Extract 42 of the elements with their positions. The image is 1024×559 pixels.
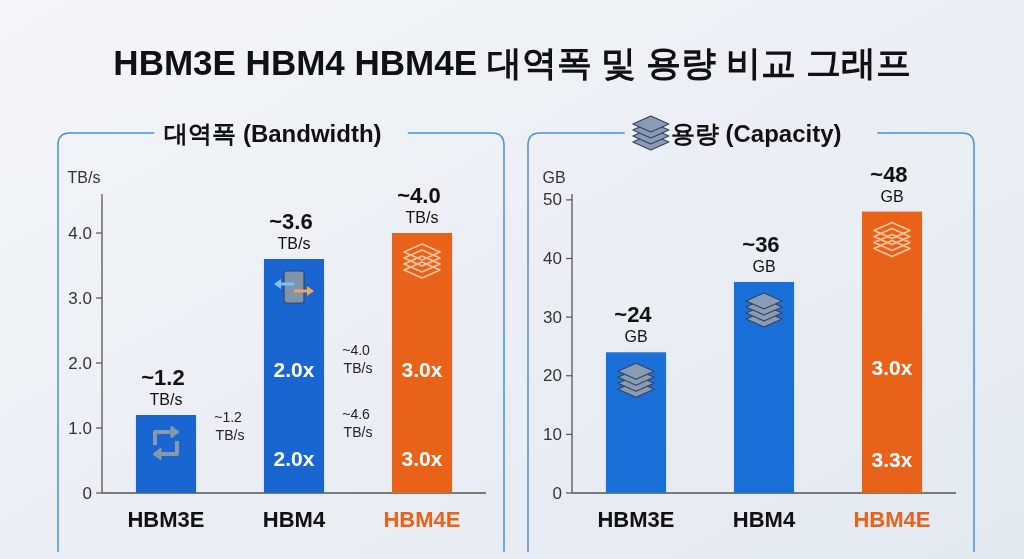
bar <box>733 281 795 493</box>
annotation: 2.0x <box>273 357 315 381</box>
data-label: ~3.6 TB/s <box>269 209 319 252</box>
bar <box>135 415 197 493</box>
y-tick-label: 1.0 <box>68 418 92 438</box>
data-label: ~24 GB <box>614 302 658 346</box>
data-label: ~36 GB <box>742 231 786 275</box>
annotation: 3.0x <box>401 446 443 470</box>
x-tick-label: HBM4E <box>853 507 931 532</box>
x-tick-label: HBM4E <box>383 507 461 532</box>
chart-subtitle: 대역폭 (Bandwidth) <box>164 119 382 147</box>
y-tick-label: 50 <box>543 190 562 210</box>
y-tick-label: 40 <box>543 248 562 268</box>
bar <box>391 233 453 493</box>
x-tick-label: HBM4 <box>732 507 796 532</box>
chart-title: HBM3E HBM4 HBM4E 대역폭 및 용량 비교 그래프 <box>113 43 911 82</box>
data-label: ~4.0 TB/s <box>397 183 447 226</box>
bar <box>861 211 923 493</box>
annotation: 3.3x <box>871 447 913 471</box>
y-axis-title: TB/s <box>67 168 101 186</box>
y-axis-title: GB <box>542 168 566 186</box>
annotation: 2.0x <box>273 446 315 470</box>
y-tick-label: 4.0 <box>68 223 92 243</box>
y-tick-label: 3.0 <box>68 288 92 308</box>
annotation: ~1.2 TB/s <box>214 409 246 443</box>
y-tick-label: 2.0 <box>68 353 92 373</box>
data-label: ~1.2 TB/s <box>141 365 191 408</box>
annotation: 3.0x <box>401 357 443 381</box>
chart-subtitle: 용량 (Capacity) <box>670 119 842 147</box>
y-tick-label: 30 <box>543 307 562 327</box>
y-tick-label: 0 <box>552 483 562 503</box>
annotation: ~4.0 TB/s <box>342 342 374 376</box>
annotation: 3.0x <box>871 355 913 379</box>
x-tick-label: HBM3E <box>127 507 205 532</box>
y-tick-label: 20 <box>543 366 562 386</box>
y-tick-label: 0 <box>82 483 92 503</box>
x-tick-label: HBM4 <box>262 507 326 532</box>
y-tick-label: 10 <box>543 424 562 444</box>
x-tick-label: HBM3E <box>597 507 675 532</box>
data-label: ~48 GB <box>870 161 914 205</box>
bar <box>263 259 325 493</box>
annotation: ~4.6 TB/s <box>342 406 374 440</box>
